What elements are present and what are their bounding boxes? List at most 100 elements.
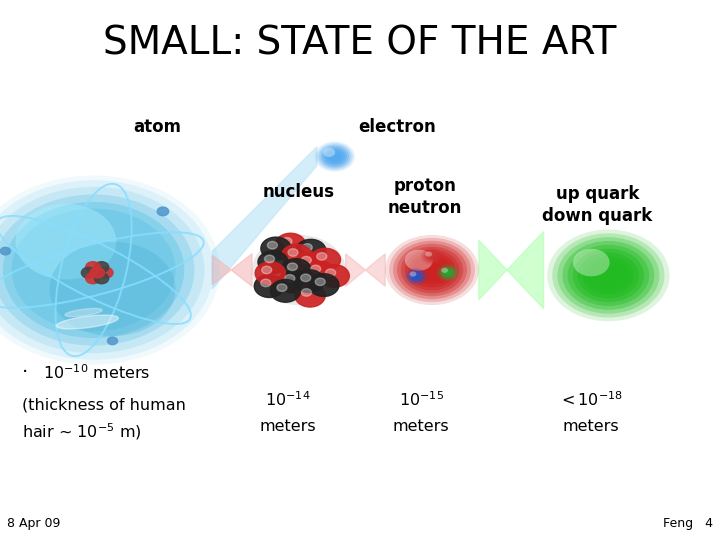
Circle shape xyxy=(410,272,416,276)
Circle shape xyxy=(86,262,100,273)
Circle shape xyxy=(389,238,475,302)
Circle shape xyxy=(397,244,467,296)
Circle shape xyxy=(282,238,292,245)
Circle shape xyxy=(0,194,194,346)
Circle shape xyxy=(327,151,343,163)
Text: $10^{-15}$: $10^{-15}$ xyxy=(399,390,444,409)
Circle shape xyxy=(310,248,341,271)
Circle shape xyxy=(157,207,168,215)
Circle shape xyxy=(261,279,271,287)
Text: meters: meters xyxy=(260,419,316,434)
Circle shape xyxy=(304,261,334,284)
Polygon shape xyxy=(212,254,252,286)
Circle shape xyxy=(288,249,298,256)
Circle shape xyxy=(329,152,341,161)
Circle shape xyxy=(330,153,339,160)
Text: $< 10^{-18}$: $< 10^{-18}$ xyxy=(558,390,623,409)
Circle shape xyxy=(547,230,670,321)
Polygon shape xyxy=(479,231,544,309)
Circle shape xyxy=(323,148,336,157)
Circle shape xyxy=(1,247,11,255)
Circle shape xyxy=(408,271,424,282)
Text: (thickness of human: (thickness of human xyxy=(22,397,186,413)
Circle shape xyxy=(428,267,436,273)
Polygon shape xyxy=(346,254,385,286)
Circle shape xyxy=(315,278,325,286)
Circle shape xyxy=(405,249,433,271)
Circle shape xyxy=(285,274,295,282)
Text: SMALL: STATE OF THE ART: SMALL: STATE OF THE ART xyxy=(103,24,617,62)
Circle shape xyxy=(393,241,471,299)
Circle shape xyxy=(0,176,220,364)
Circle shape xyxy=(258,251,288,273)
Circle shape xyxy=(440,267,456,279)
Circle shape xyxy=(50,241,176,336)
Circle shape xyxy=(420,248,444,265)
Circle shape xyxy=(277,284,287,292)
Circle shape xyxy=(333,155,337,158)
Circle shape xyxy=(302,289,312,296)
Circle shape xyxy=(424,251,440,262)
Circle shape xyxy=(275,233,305,256)
Text: $10^{-14}$: $10^{-14}$ xyxy=(265,390,311,409)
Circle shape xyxy=(426,252,432,256)
Circle shape xyxy=(309,274,339,296)
Circle shape xyxy=(416,258,448,282)
Circle shape xyxy=(577,252,639,298)
Circle shape xyxy=(572,248,644,302)
Circle shape xyxy=(446,271,450,274)
Circle shape xyxy=(423,249,441,264)
Circle shape xyxy=(414,275,418,278)
Text: electron: electron xyxy=(359,118,436,136)
Text: meters: meters xyxy=(562,419,618,434)
Circle shape xyxy=(294,252,325,275)
Circle shape xyxy=(323,147,347,166)
Circle shape xyxy=(588,260,629,291)
Circle shape xyxy=(99,267,113,278)
Circle shape xyxy=(319,265,349,287)
Circle shape xyxy=(428,254,436,259)
Circle shape xyxy=(593,264,624,287)
Circle shape xyxy=(436,264,459,281)
Circle shape xyxy=(557,237,660,314)
Circle shape xyxy=(430,255,434,258)
Circle shape xyxy=(583,256,634,294)
Circle shape xyxy=(405,249,459,291)
Circle shape xyxy=(287,263,297,271)
Circle shape xyxy=(271,280,301,302)
Circle shape xyxy=(401,247,463,293)
Ellipse shape xyxy=(56,315,118,329)
Circle shape xyxy=(264,255,274,262)
Circle shape xyxy=(405,268,428,285)
Circle shape xyxy=(254,275,284,298)
Text: meters: meters xyxy=(393,419,449,434)
Circle shape xyxy=(295,285,325,307)
Circle shape xyxy=(12,208,176,332)
Circle shape xyxy=(315,141,355,172)
Circle shape xyxy=(296,239,326,262)
Text: Feng   4: Feng 4 xyxy=(663,517,713,530)
Circle shape xyxy=(409,252,456,287)
Circle shape xyxy=(319,145,351,168)
Circle shape xyxy=(16,204,116,280)
Circle shape xyxy=(410,272,422,281)
Circle shape xyxy=(0,187,204,353)
Circle shape xyxy=(94,262,109,273)
Circle shape xyxy=(552,233,665,318)
Circle shape xyxy=(81,267,96,278)
Circle shape xyxy=(3,202,184,338)
Circle shape xyxy=(282,245,312,267)
Circle shape xyxy=(267,241,277,249)
Circle shape xyxy=(320,146,349,167)
Circle shape xyxy=(413,274,420,279)
Text: nucleus: nucleus xyxy=(263,183,335,201)
Text: hair ~ $10^{-5}$ m): hair ~ $10^{-5}$ m) xyxy=(22,422,141,442)
Circle shape xyxy=(385,235,479,305)
Circle shape xyxy=(94,273,109,284)
Circle shape xyxy=(261,237,291,260)
Circle shape xyxy=(573,249,610,276)
Circle shape xyxy=(438,266,457,280)
Circle shape xyxy=(325,149,345,164)
Text: ·: · xyxy=(22,363,28,382)
Circle shape xyxy=(294,270,325,293)
